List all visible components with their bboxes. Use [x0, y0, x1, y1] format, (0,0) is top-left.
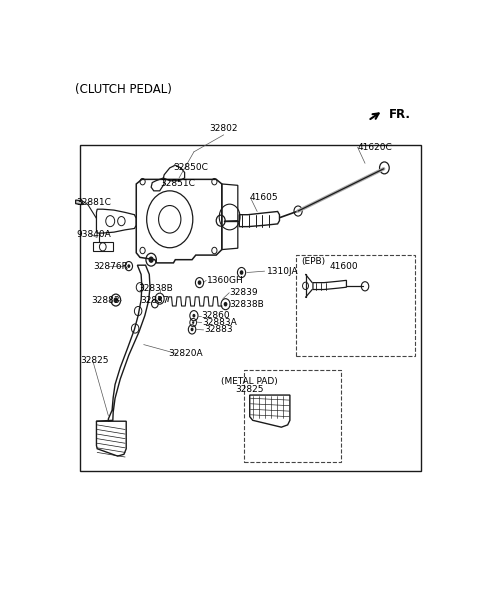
Text: 32825: 32825 — [236, 384, 264, 393]
Text: 32883: 32883 — [204, 325, 233, 334]
Bar — [244, 370, 341, 462]
Text: 41620C: 41620C — [358, 142, 392, 152]
Text: 32851C: 32851C — [160, 179, 195, 188]
Text: 32820A: 32820A — [168, 349, 203, 358]
Circle shape — [198, 280, 202, 285]
Text: 1310JA: 1310JA — [266, 266, 298, 276]
Text: 32802: 32802 — [209, 125, 238, 134]
Bar — [93, 242, 113, 252]
Circle shape — [127, 264, 130, 268]
Circle shape — [240, 270, 243, 275]
Text: 32860: 32860 — [202, 311, 230, 320]
Polygon shape — [76, 200, 83, 204]
Text: 93840A: 93840A — [77, 230, 111, 239]
Circle shape — [192, 314, 195, 318]
Bar — [81, 145, 421, 471]
Text: (METAL PAD): (METAL PAD) — [221, 377, 278, 386]
Text: 32837: 32837 — [140, 296, 168, 306]
Circle shape — [192, 321, 194, 324]
Text: (CLUTCH PEDAL): (CLUTCH PEDAL) — [75, 83, 172, 96]
Text: 32838B: 32838B — [138, 284, 173, 293]
Text: 32881C: 32881C — [77, 198, 112, 207]
Text: 41605: 41605 — [250, 193, 278, 202]
Text: 32850C: 32850C — [173, 163, 208, 172]
Text: 32883A: 32883A — [203, 318, 237, 327]
Text: 32839: 32839 — [229, 288, 258, 297]
Text: 32883: 32883 — [92, 296, 120, 305]
Text: 32825: 32825 — [81, 356, 109, 365]
Circle shape — [158, 296, 162, 301]
Text: 1360GH: 1360GH — [207, 276, 244, 285]
Circle shape — [224, 302, 228, 306]
Bar — [296, 255, 415, 356]
Circle shape — [148, 256, 154, 263]
Text: 32876R: 32876R — [94, 262, 128, 271]
Text: (EPB): (EPB) — [301, 257, 325, 266]
Circle shape — [191, 328, 193, 331]
Text: FR.: FR. — [389, 108, 411, 121]
Text: 32838B: 32838B — [229, 300, 264, 309]
Text: 41600: 41600 — [330, 262, 359, 271]
Circle shape — [114, 297, 118, 303]
